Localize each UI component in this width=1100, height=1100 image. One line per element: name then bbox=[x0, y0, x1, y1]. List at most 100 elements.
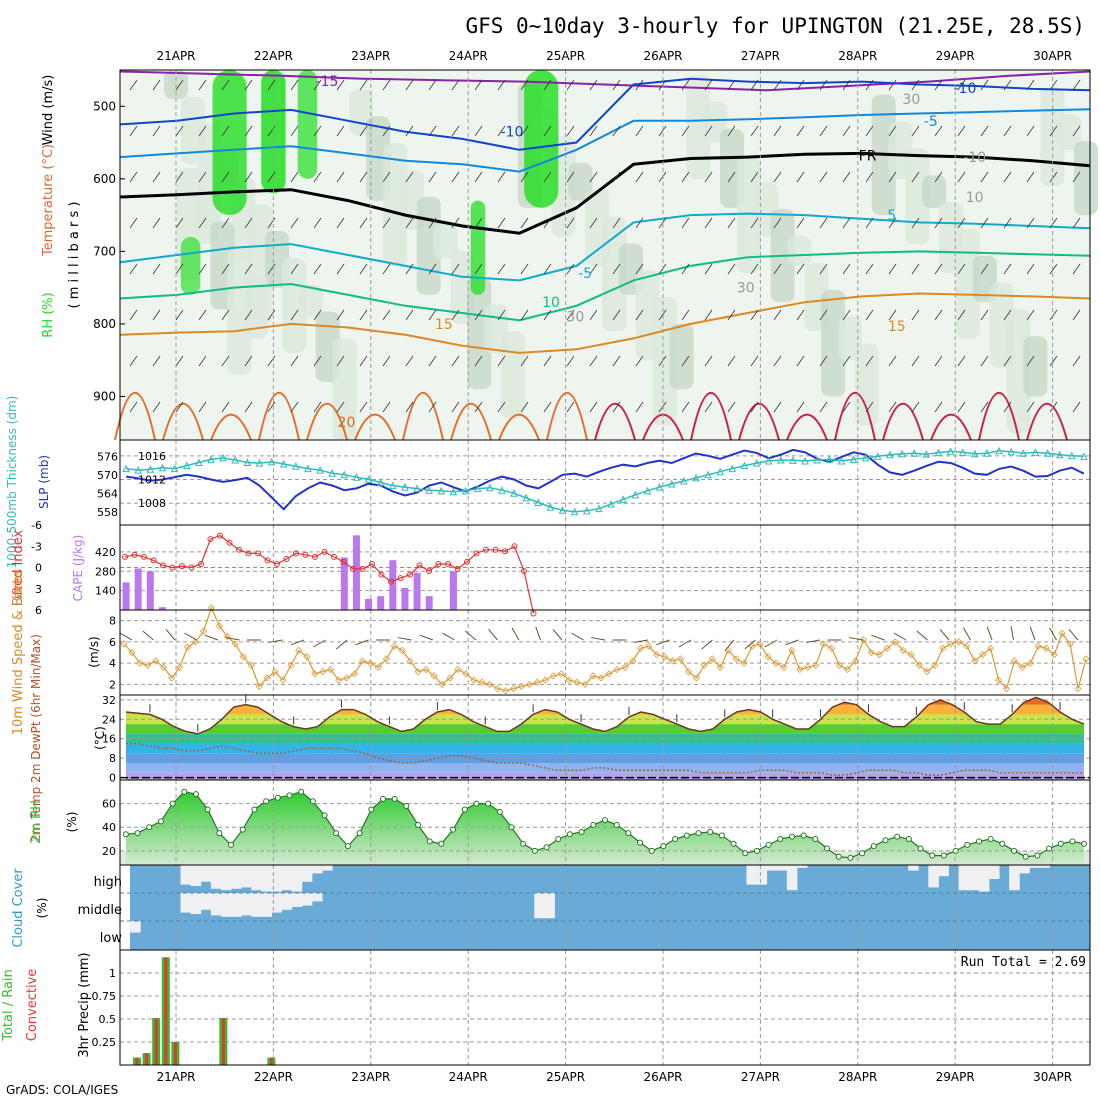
wind-barb bbox=[681, 125, 690, 137]
rh-shade bbox=[686, 75, 711, 179]
wind-barb bbox=[129, 79, 138, 91]
wind-barb bbox=[727, 79, 736, 91]
thickness-marker bbox=[570, 507, 579, 516]
wind-speed-marker bbox=[629, 657, 637, 665]
wind-speed-marker bbox=[438, 680, 446, 688]
wind-barb bbox=[442, 632, 455, 641]
wind-barb bbox=[336, 309, 345, 321]
wind-speed-marker bbox=[1074, 685, 1082, 693]
wind-barb bbox=[405, 217, 414, 229]
wind-barb bbox=[382, 355, 391, 367]
wind-barb bbox=[198, 401, 207, 413]
wind-barb bbox=[681, 217, 690, 229]
li-tick-label: 3 bbox=[35, 583, 42, 596]
wind-barb bbox=[612, 355, 621, 367]
wind-barb bbox=[313, 217, 322, 229]
wind-speed-marker bbox=[971, 657, 979, 665]
wind-speed-marker bbox=[573, 678, 581, 686]
wind-barb bbox=[865, 79, 874, 91]
thickness-marker bbox=[958, 448, 967, 456]
pressure-tick-label: 700 bbox=[93, 244, 116, 258]
cloud-fill bbox=[958, 865, 970, 891]
wind-barb bbox=[750, 171, 759, 183]
wind-speed-marker bbox=[366, 659, 375, 667]
wind-barb bbox=[152, 263, 161, 275]
wind-barb bbox=[497, 355, 506, 367]
wind-barb bbox=[1049, 355, 1058, 367]
lifted-index-marker bbox=[179, 563, 185, 570]
wind-barb bbox=[405, 79, 414, 91]
wind-barb bbox=[474, 79, 483, 91]
ylabel-wind10m: 10m Wind Speed & Barbs bbox=[11, 569, 26, 736]
wind-barb bbox=[888, 171, 897, 183]
wind-speed-marker bbox=[287, 661, 295, 669]
lifted-index-marker bbox=[226, 539, 233, 546]
wind-panel bbox=[119, 604, 1090, 695]
wind-barb bbox=[221, 263, 230, 275]
wind-barb bbox=[129, 263, 138, 275]
rh-marker bbox=[730, 840, 737, 847]
ylabel-wind-units: (m/s) bbox=[87, 636, 101, 667]
lifted-index-marker bbox=[207, 536, 214, 543]
wind-barb bbox=[888, 79, 897, 91]
wind-barb bbox=[152, 79, 161, 91]
wind-speed-marker bbox=[891, 638, 899, 646]
wind-barb bbox=[1003, 309, 1012, 321]
wind-barb bbox=[221, 309, 230, 321]
thickness-marker bbox=[292, 462, 300, 470]
wind-barb bbox=[184, 632, 197, 641]
wind-barb bbox=[842, 309, 851, 321]
wind-speed-marker bbox=[136, 659, 144, 667]
wind-barb bbox=[1049, 217, 1058, 229]
wind-barb bbox=[359, 401, 368, 413]
rh-marker bbox=[637, 839, 644, 846]
cloud-fill bbox=[200, 865, 212, 882]
wind-speed-marker bbox=[820, 640, 828, 648]
lifted-index-marker bbox=[350, 565, 356, 572]
wind-barb bbox=[520, 125, 529, 137]
thickness-marker bbox=[425, 486, 433, 494]
thickness-marker bbox=[122, 464, 130, 473]
temp-band bbox=[125, 743, 1085, 754]
wind-barb bbox=[796, 171, 805, 183]
wind-speed-marker bbox=[533, 678, 541, 686]
wind-barb bbox=[796, 125, 805, 137]
wind-barb bbox=[849, 637, 864, 641]
temp-tick-label: 16 bbox=[102, 733, 116, 746]
rh-marker bbox=[1046, 845, 1053, 852]
wind-barb bbox=[1026, 171, 1035, 183]
rh-marker bbox=[251, 806, 258, 813]
wind-barb bbox=[198, 125, 207, 137]
wind-barb bbox=[1026, 355, 1035, 367]
isotherm-line bbox=[119, 250, 1091, 322]
li-tick-label: -3 bbox=[31, 540, 42, 553]
wind-barb bbox=[336, 171, 345, 183]
isotherm-surface bbox=[690, 391, 732, 441]
series-line bbox=[125, 448, 1085, 511]
pressure-tick-label: 500 bbox=[93, 99, 116, 113]
rh-moist-blob bbox=[180, 236, 201, 295]
wind-barb bbox=[244, 217, 253, 229]
wind-barb bbox=[152, 401, 161, 413]
thickness-marker bbox=[1080, 452, 1088, 460]
wind-barb bbox=[842, 401, 851, 413]
contour-label: -5 bbox=[578, 266, 592, 282]
thickness-marker bbox=[619, 495, 627, 503]
rh-marker bbox=[204, 806, 211, 813]
ylabel-rh-units: (%) bbox=[65, 812, 79, 833]
rh-marker bbox=[473, 800, 480, 807]
wind-barb bbox=[773, 217, 782, 229]
wind-speed-marker bbox=[263, 674, 271, 682]
wind-barb bbox=[681, 171, 690, 183]
wind-barb bbox=[635, 401, 644, 413]
thickness-marker bbox=[861, 453, 870, 462]
wind-speed-marker bbox=[1034, 642, 1042, 650]
date-label-bottom: 26APR bbox=[643, 1070, 682, 1084]
wind-speed-marker bbox=[684, 668, 693, 676]
rh-marker bbox=[753, 847, 760, 854]
wind-barb bbox=[543, 401, 552, 413]
date-label-bottom: 25APR bbox=[546, 1070, 585, 1084]
ylabel-millibars: ( m i l l i b a r s ) bbox=[67, 202, 82, 309]
thickness-marker bbox=[316, 466, 324, 474]
wind-barb bbox=[359, 125, 368, 137]
